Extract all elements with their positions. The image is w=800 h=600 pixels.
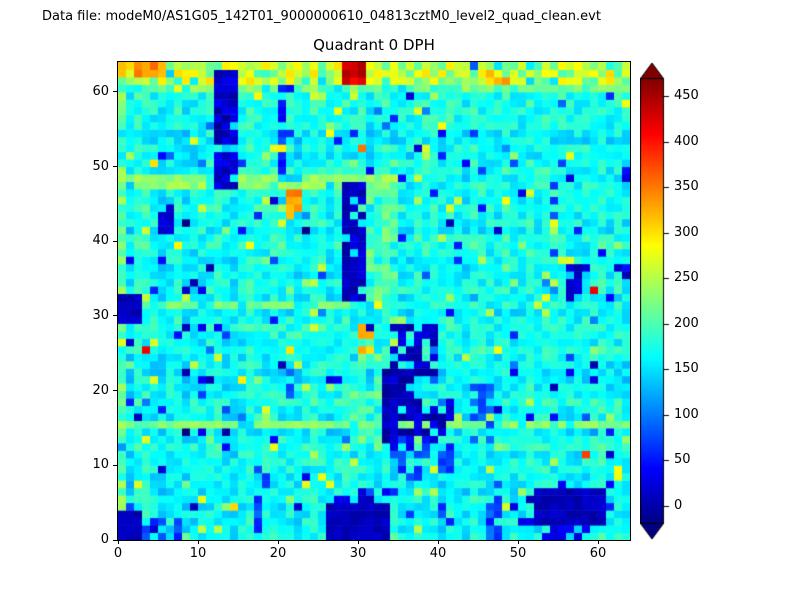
y-tick-label: 50 <box>92 158 109 174</box>
x-tick-mark <box>357 540 359 544</box>
x-tick-mark <box>117 540 119 544</box>
x-tick-mark <box>517 540 519 544</box>
data-file-label: Data file: modeM0/AS1G05_142T01_90000006… <box>42 9 601 24</box>
y-tick-label: 20 <box>92 382 109 398</box>
colorbar-tick-label: 450 <box>674 88 699 103</box>
x-tick-label: 60 <box>589 546 607 561</box>
colorbar-tick-label: 200 <box>674 316 699 331</box>
colorbar-tick-label: 50 <box>674 452 691 467</box>
y-tick-mark <box>113 91 117 93</box>
colorbar-tick-label: 150 <box>674 361 699 376</box>
plot-title: Quadrant 0 DPH <box>313 36 435 54</box>
axes-frame <box>117 61 631 541</box>
y-tick-label: 40 <box>92 233 109 249</box>
y-tick-mark <box>113 390 117 392</box>
y-tick-mark <box>113 315 117 317</box>
x-tick-mark <box>597 540 599 544</box>
y-tick-mark <box>113 166 117 168</box>
y-tick-mark <box>113 240 117 242</box>
colorbar-tick-label: 250 <box>674 270 699 285</box>
colorbar <box>640 62 674 540</box>
x-tick-label: 50 <box>509 546 527 561</box>
heatmap-canvas <box>118 62 630 540</box>
colorbar-tick-label: 300 <box>674 225 699 240</box>
y-tick-label: 0 <box>100 532 109 547</box>
x-tick-label: 30 <box>349 546 367 561</box>
y-tick-label: 60 <box>92 83 109 99</box>
y-tick-mark <box>113 539 117 541</box>
x-tick-mark <box>437 540 439 544</box>
colorbar-tick-label: 100 <box>674 407 699 422</box>
x-tick-mark <box>197 540 199 544</box>
y-tick-label: 30 <box>92 307 109 323</box>
colorbar-tick-label: 350 <box>674 179 699 194</box>
x-tick-label: 20 <box>269 546 287 561</box>
x-tick-label: 0 <box>113 546 123 561</box>
x-tick-label: 10 <box>189 546 207 561</box>
colorbar-tick-label: 0 <box>674 498 683 513</box>
y-tick-label: 10 <box>92 457 109 473</box>
x-tick-mark <box>277 540 279 544</box>
y-tick-mark <box>113 464 117 466</box>
x-tick-label: 40 <box>429 546 447 561</box>
colorbar-tick-label: 400 <box>674 134 699 149</box>
